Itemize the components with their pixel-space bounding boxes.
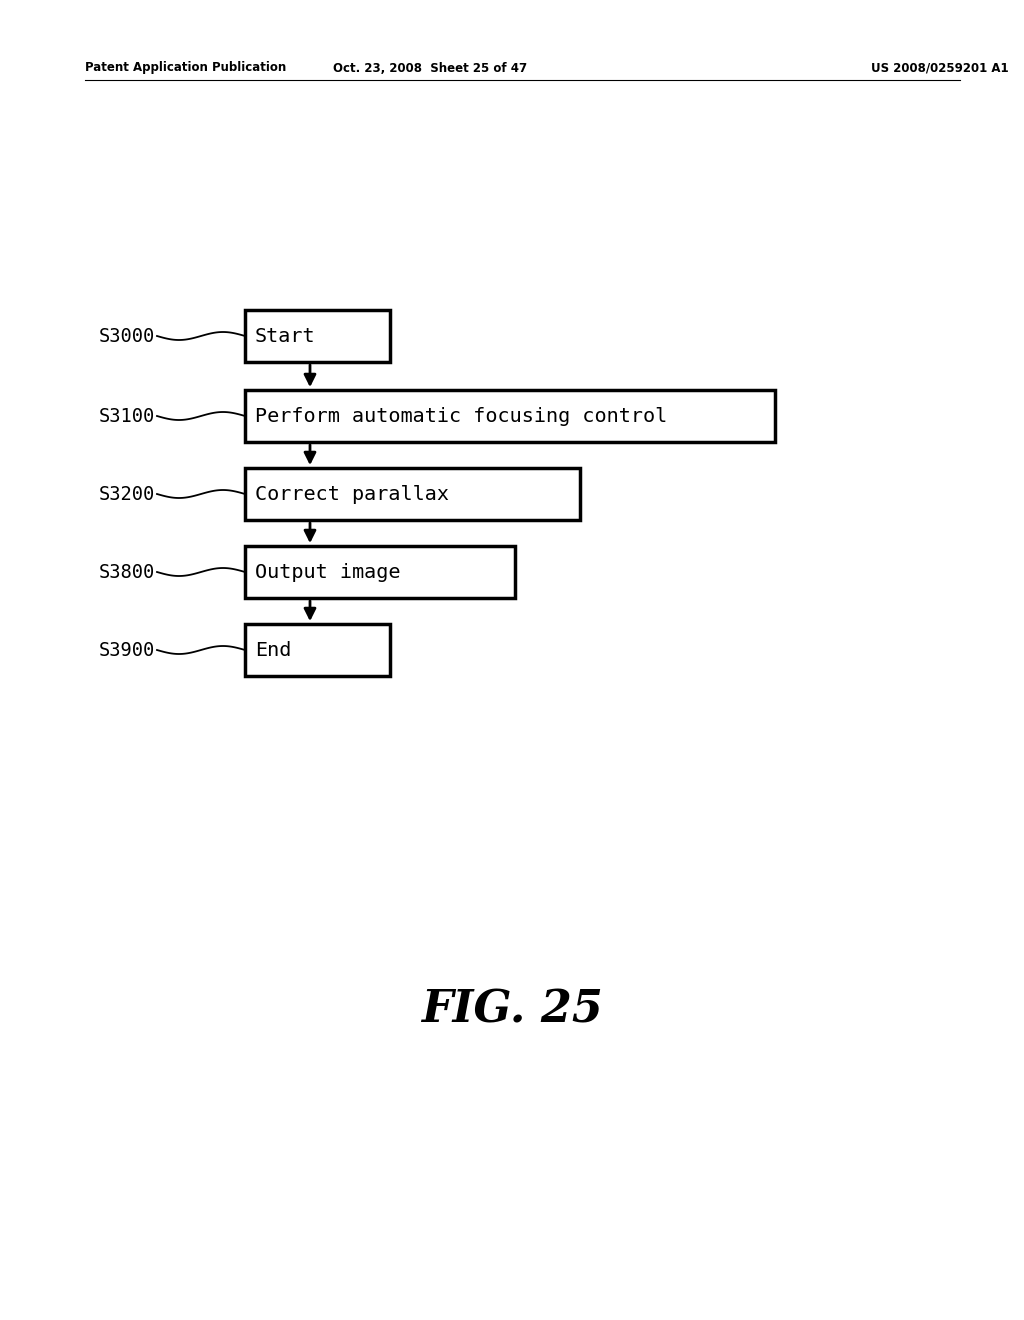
Text: Output image: Output image — [255, 562, 400, 582]
Text: Start: Start — [255, 326, 315, 346]
Text: FIG. 25: FIG. 25 — [421, 989, 603, 1031]
Text: S3000: S3000 — [98, 326, 155, 346]
Text: Perform automatic focusing control: Perform automatic focusing control — [255, 407, 668, 425]
Bar — [245, 389, 775, 442]
Text: S3100: S3100 — [98, 407, 155, 425]
Bar — [245, 469, 580, 520]
Bar — [245, 546, 515, 598]
Text: S3800: S3800 — [98, 562, 155, 582]
Text: US 2008/0259201 A1: US 2008/0259201 A1 — [871, 62, 1009, 74]
Bar — [245, 310, 390, 362]
Text: S3900: S3900 — [98, 640, 155, 660]
Text: S3200: S3200 — [98, 484, 155, 503]
Text: End: End — [255, 640, 292, 660]
Text: Oct. 23, 2008  Sheet 25 of 47: Oct. 23, 2008 Sheet 25 of 47 — [333, 62, 527, 74]
Bar — [245, 624, 390, 676]
Text: Patent Application Publication: Patent Application Publication — [85, 62, 287, 74]
Text: Correct parallax: Correct parallax — [255, 484, 449, 503]
